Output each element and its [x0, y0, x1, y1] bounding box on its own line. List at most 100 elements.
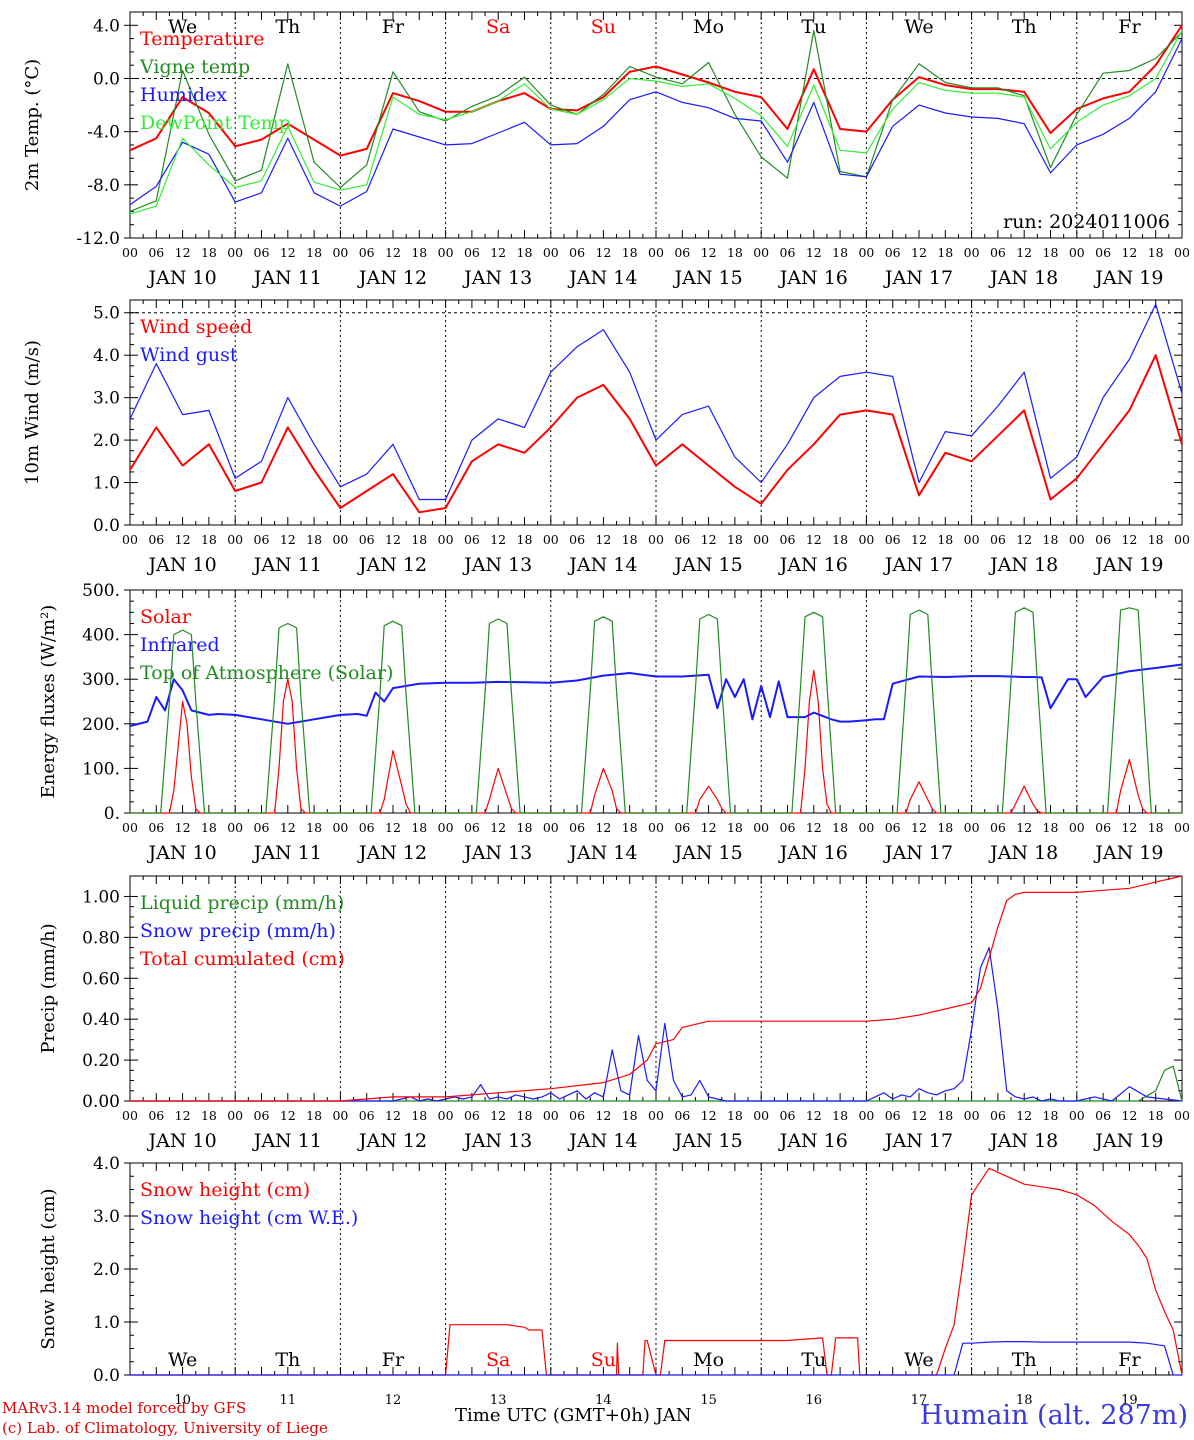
hour-tick-label: 00 — [753, 245, 769, 260]
date-label: JAN 14 — [567, 554, 637, 576]
hour-tick-label: 00 — [964, 532, 980, 547]
hour-tick-label: 12 — [595, 245, 611, 260]
hour-tick-label: 18 — [201, 820, 217, 835]
weekday-label: Sa — [486, 16, 510, 38]
hour-tick-label: 12 — [701, 820, 717, 835]
date-label: JAN 10 — [147, 1130, 217, 1152]
hour-tick-label: 18 — [832, 532, 848, 547]
weekday-label: Th — [1012, 16, 1037, 38]
hour-tick-label: 12 — [385, 1108, 401, 1123]
series-line-4 — [129, 30, 1183, 215]
hour-tick-label: 00 — [753, 532, 769, 547]
hour-tick-label: 12 — [280, 245, 296, 260]
hour-tick-label: 06 — [1095, 1108, 1111, 1123]
series-line-1 — [129, 24, 1183, 157]
hour-tick-label: 12 — [701, 245, 717, 260]
hour-tick-label: 06 — [674, 245, 690, 260]
hour-tick-label: 18 — [937, 532, 953, 547]
hour-tick-label: 00 — [1069, 532, 1085, 547]
hour-tick-label: 18 — [411, 1108, 427, 1123]
hour-tick-label: 06 — [990, 532, 1006, 547]
series-line-2 — [130, 946, 1183, 1102]
legend-entry: Total cumulated (cm) — [140, 948, 345, 970]
hour-tick-label: 18 — [1043, 1108, 1059, 1123]
hour-tick-label: 06 — [885, 245, 901, 260]
hour-tick-label: 18 — [411, 820, 427, 835]
date-label: JAN 19 — [1093, 842, 1163, 864]
hour-tick-label: 06 — [990, 1108, 1006, 1123]
y-tick-label: 0.0 — [93, 516, 120, 536]
y-tick-label: 0.80 — [82, 928, 120, 948]
hour-tick-label: 12 — [175, 245, 191, 260]
hour-tick-label: 00 — [543, 245, 559, 260]
panel-3: 500. 400. 300. 200. 100. 0. Energy fluxes (W/m… — [38, 581, 1190, 864]
date-label: JAN 18 — [988, 842, 1058, 864]
hour-tick-label: 00 — [543, 532, 559, 547]
panel-4: 1.00 0.80 0.60 0.40 0.20 0.00 Precip (mm/h) 00 0… — [38, 875, 1190, 1152]
hour-tick-label: 12 — [490, 820, 506, 835]
hour-tick-label: 06 — [359, 245, 375, 260]
hour-tick-label: 00 — [438, 245, 454, 260]
y-tick-label: 400. — [82, 626, 120, 646]
hour-tick-label: 18 — [727, 1108, 743, 1123]
hour-tick-label: 12 — [385, 820, 401, 835]
date-label: JAN 19 — [1093, 267, 1163, 289]
hour-tick-label: 00 — [964, 1108, 980, 1123]
hour-tick-label: 06 — [1095, 245, 1111, 260]
x-axis-title: Time UTC (GMT+0h) JAN — [455, 1405, 692, 1426]
weekday-label: Tu — [801, 1349, 826, 1371]
hour-tick-label: 12 — [1121, 532, 1137, 547]
hour-tick-label: 00 — [648, 532, 664, 547]
date-label: JAN 19 — [1093, 1130, 1163, 1152]
hour-tick-label: 06 — [148, 820, 164, 835]
hour-tick-label: 12 — [175, 820, 191, 835]
date-label: JAN 13 — [462, 842, 532, 864]
hour-tick-label: 18 — [306, 245, 322, 260]
y-axis-title: Snow height (cm) — [38, 1188, 59, 1349]
hour-tick-label: 18 — [517, 820, 533, 835]
hour-tick-label: 18 — [1148, 820, 1164, 835]
hour-tick-label: 12 — [595, 532, 611, 547]
hour-tick-label: 00 — [227, 245, 243, 260]
hour-tick-label: 18 — [201, 245, 217, 260]
day-number-label: 14 — [595, 1393, 612, 1408]
weekday-label: Sa — [486, 1349, 510, 1371]
series-line-2 — [130, 1340, 1182, 1376]
hour-tick-label: 06 — [464, 532, 480, 547]
hour-tick-label: 00 — [438, 532, 454, 547]
hour-tick-label: 12 — [385, 245, 401, 260]
hour-tick-label: 06 — [780, 532, 796, 547]
hour-tick-label: 06 — [254, 1108, 270, 1123]
hour-tick-label: 00 — [858, 532, 874, 547]
date-label: JAN 16 — [778, 1130, 848, 1152]
hour-tick-label: 18 — [937, 1108, 953, 1123]
date-label: JAN 14 — [567, 842, 637, 864]
hour-tick-label: 18 — [937, 820, 953, 835]
hour-tick-label: 18 — [306, 820, 322, 835]
hour-tick-label: 12 — [175, 532, 191, 547]
date-label: JAN 10 — [147, 267, 217, 289]
y-tick-label: 4.0 — [93, 1154, 120, 1174]
date-label: JAN 18 — [988, 267, 1058, 289]
hour-tick-label: 00 — [332, 532, 348, 547]
weekday-label: Th — [1012, 1349, 1037, 1371]
y-tick-label: 1.00 — [82, 887, 120, 907]
hour-tick-label: 18 — [1148, 1108, 1164, 1123]
hour-tick-label: 00 — [543, 820, 559, 835]
hour-tick-label: 00 — [332, 1108, 348, 1123]
date-label: JAN 12 — [357, 842, 427, 864]
date-label: JAN 11 — [252, 267, 322, 289]
date-label: JAN 15 — [673, 554, 743, 576]
series-line-2 — [129, 663, 1183, 727]
y-tick-label: 0. — [104, 804, 120, 824]
hour-tick-label: 06 — [990, 245, 1006, 260]
hour-tick-label: 12 — [806, 245, 822, 260]
y-tick-label: 4.0 — [93, 346, 120, 366]
y-tick-label: 0.00 — [82, 1092, 120, 1112]
legend-entry: Wind gust — [140, 344, 238, 366]
model-credit: MARv3.14 model forced by GFS — [2, 1399, 247, 1417]
hour-tick-label: 18 — [1043, 820, 1059, 835]
y-tick-label: 500. — [82, 581, 120, 601]
hour-tick-label: 18 — [1148, 532, 1164, 547]
hour-tick-label: 12 — [701, 1108, 717, 1123]
